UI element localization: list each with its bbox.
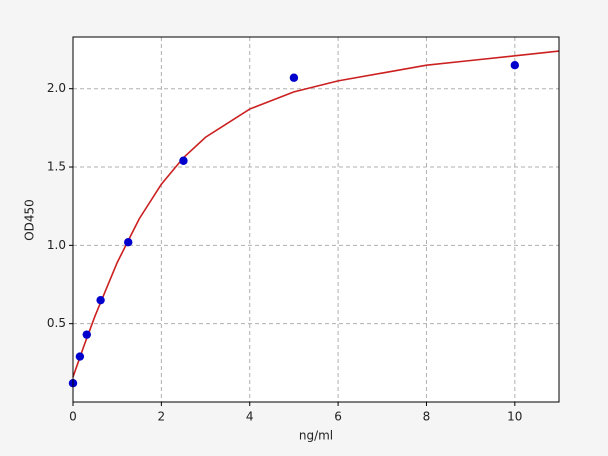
data-point — [124, 238, 133, 247]
data-point — [179, 156, 188, 165]
data-point — [96, 295, 105, 305]
x-tick-label: 4 — [246, 410, 254, 424]
data-point — [82, 330, 91, 339]
x-tick-label: 8 — [423, 410, 431, 424]
plot-frame — [72, 36, 560, 403]
x-tick-label: 0 — [69, 410, 77, 424]
data-point — [75, 352, 85, 361]
fit-curve — [72, 50, 560, 378]
y-tick-label: 1.0 — [47, 238, 66, 252]
y-tick-label: 1.5 — [47, 160, 66, 174]
x-tick-label: 6 — [334, 410, 342, 424]
data-point — [510, 60, 520, 70]
data-point — [289, 73, 299, 82]
x-axis-label: ng/ml — [299, 429, 333, 443]
y-tick-label: 0.5 — [47, 316, 66, 330]
y-tick-label: 2.0 — [47, 81, 66, 95]
y-axis-label: OD450 — [23, 199, 37, 241]
x-tick-label: 2 — [158, 410, 166, 424]
x-tick-label: 10 — [507, 410, 522, 424]
plot-area — [73, 37, 559, 402]
